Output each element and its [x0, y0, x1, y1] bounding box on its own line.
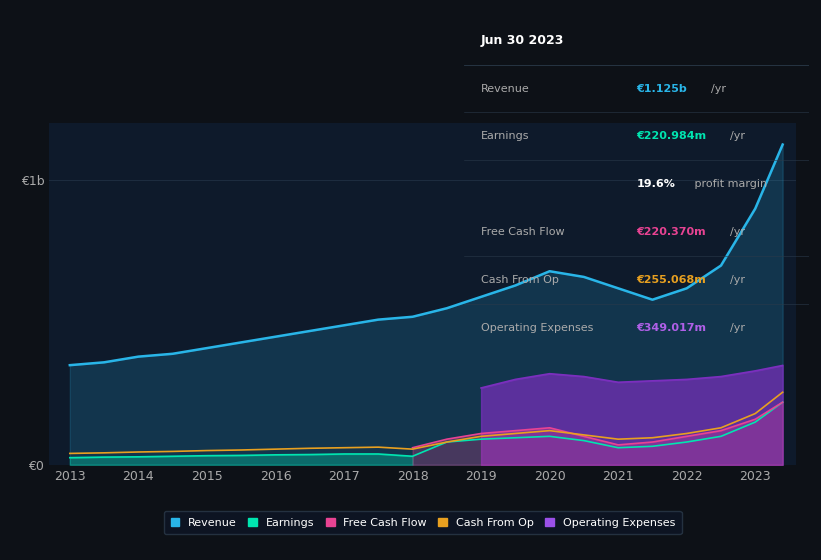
Text: 19.6%: 19.6%	[636, 179, 675, 189]
Text: Operating Expenses: Operating Expenses	[481, 323, 594, 333]
Text: /yr: /yr	[730, 132, 745, 141]
Text: €220.370m: €220.370m	[636, 227, 706, 237]
Text: Jun 30 2023: Jun 30 2023	[481, 34, 565, 47]
Text: €220.984m: €220.984m	[636, 132, 706, 141]
Text: /yr: /yr	[711, 83, 726, 94]
Text: €1.125b: €1.125b	[636, 83, 687, 94]
Text: Revenue: Revenue	[481, 83, 530, 94]
Text: /yr: /yr	[730, 227, 745, 237]
Text: Earnings: Earnings	[481, 132, 530, 141]
Text: /yr: /yr	[730, 323, 745, 333]
Text: /yr: /yr	[730, 275, 745, 284]
Text: Free Cash Flow: Free Cash Flow	[481, 227, 565, 237]
Text: profit margin: profit margin	[691, 179, 768, 189]
Text: Cash From Op: Cash From Op	[481, 275, 559, 284]
Text: €349.017m: €349.017m	[636, 323, 706, 333]
Text: €255.068m: €255.068m	[636, 275, 706, 284]
Legend: Revenue, Earnings, Free Cash Flow, Cash From Op, Operating Expenses: Revenue, Earnings, Free Cash Flow, Cash …	[164, 511, 681, 534]
